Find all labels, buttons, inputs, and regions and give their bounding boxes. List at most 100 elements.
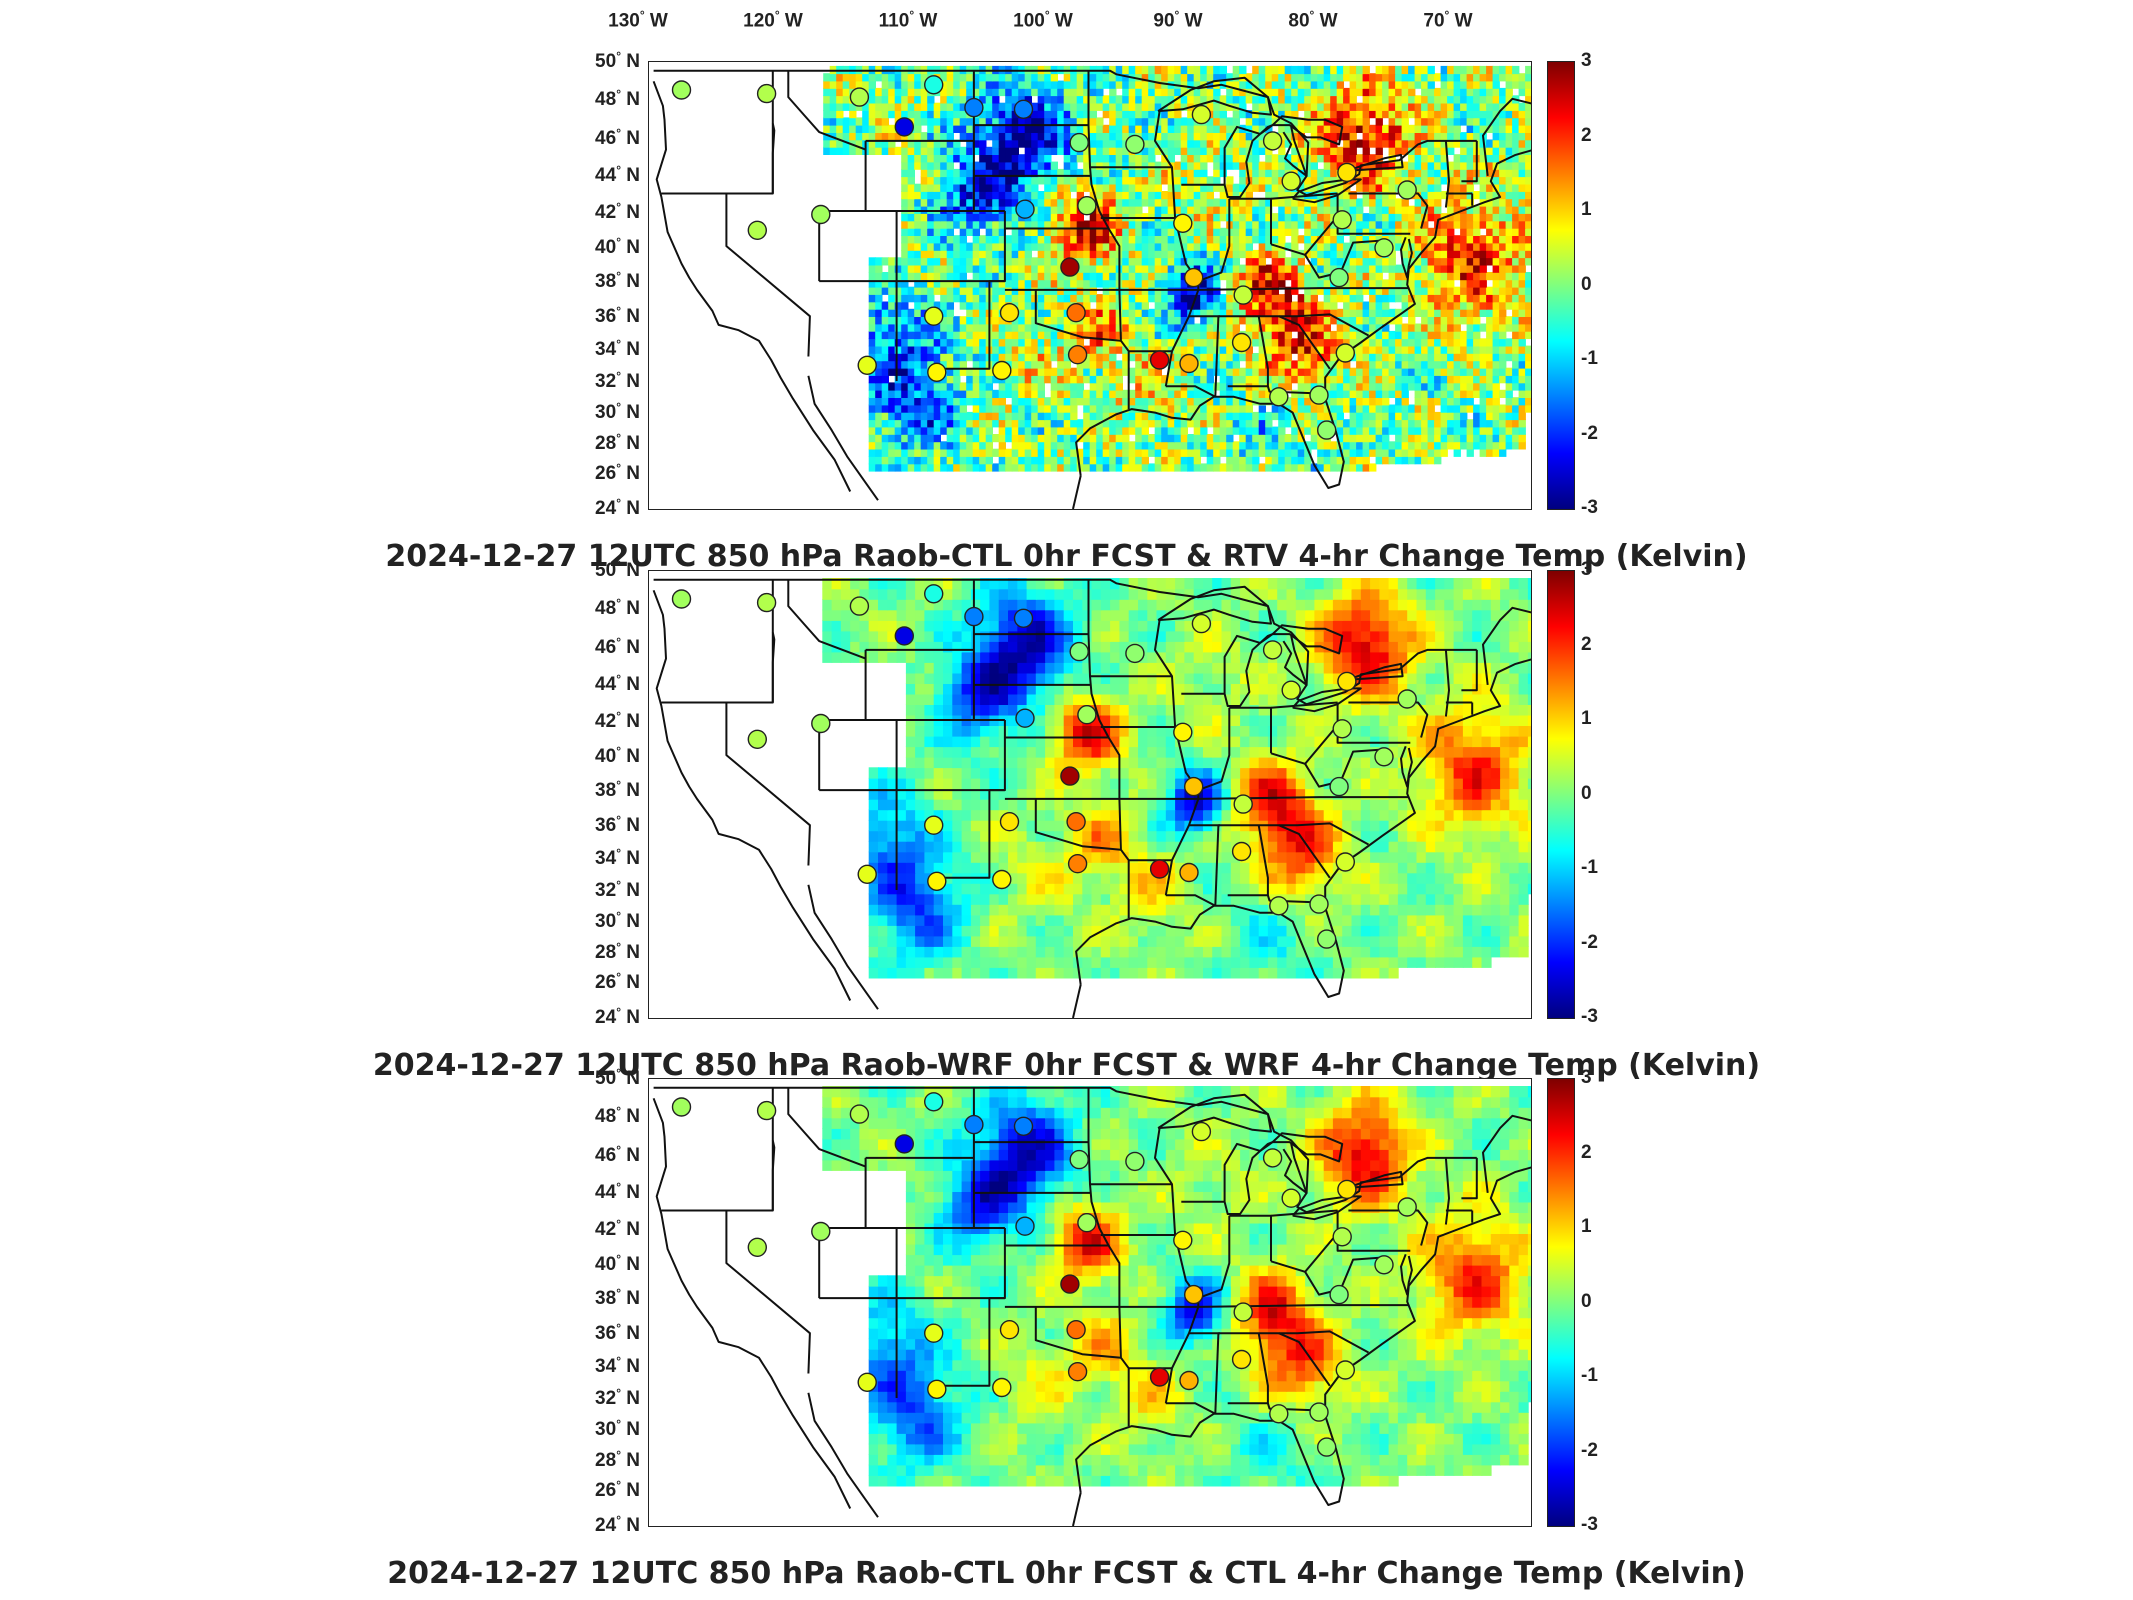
raob-station-marker <box>999 1319 1020 1340</box>
latitude-tick-label: 36° N <box>595 1320 640 1344</box>
latitude-tick-label: 24° N <box>595 495 640 520</box>
raob-station-marker <box>1281 1188 1301 1208</box>
colorbar-tick-label: -2 <box>1581 1439 1598 1461</box>
latitude-tick-label: 42° N <box>595 708 640 732</box>
colorbar <box>1547 61 1575 510</box>
raob-station-marker <box>1329 776 1349 797</box>
raob-station-marker <box>1335 852 1355 872</box>
temperature-change-field <box>822 1086 1531 1487</box>
raob-station-marker <box>1077 1212 1097 1233</box>
latitude-tick-label: 48° N <box>595 595 640 620</box>
latitude-tick-label: 34° N <box>595 846 640 870</box>
raob-station-marker <box>927 1379 947 1399</box>
raob-station-marker <box>1013 1116 1034 1136</box>
map-panel <box>648 570 1532 1019</box>
raob-station-marker <box>1374 747 1394 767</box>
raob-station-marker <box>756 592 777 613</box>
state-and-coast-boundaries <box>652 1086 1531 1526</box>
raob-station-marker <box>1337 1179 1357 1200</box>
raob-station-marker <box>1069 132 1089 153</box>
raob-station-marker <box>1335 343 1355 363</box>
colorbar-tick-label: -2 <box>1581 931 1598 953</box>
longitude-tick-label: 80° W <box>1288 8 1338 32</box>
raob-station-marker <box>811 713 831 734</box>
latitude-tick-label: 24° N <box>595 1512 640 1537</box>
raob-station-marker <box>1233 794 1253 814</box>
latitude-tick-label: 40° N <box>595 1251 640 1276</box>
raob-station-marker <box>1262 1148 1283 1168</box>
latitude-tick-label: 42° N <box>595 199 640 223</box>
raob-station-marker <box>1269 387 1289 407</box>
colorbar-tick-label: 1 <box>1581 199 1592 220</box>
latitude-tick-label: 46° N <box>595 1142 640 1167</box>
raob-station-marker <box>924 1323 944 1343</box>
latitude-tick-label: 36° N <box>595 303 640 327</box>
raob-station-marker <box>1069 1149 1089 1170</box>
latitude-tick-label: 38° N <box>595 269 640 293</box>
raob-station-marker <box>1077 704 1097 725</box>
raob-station-marker <box>1233 1302 1253 1322</box>
raob-station-marker <box>1309 385 1329 405</box>
latitude-tick-label: 44° N <box>595 672 640 696</box>
raob-station-marker <box>1125 1151 1145 1172</box>
latitude-tick-label: 28° N <box>595 940 640 964</box>
temperature-field-map <box>652 578 1531 1018</box>
longitude-tick-label: 120° W <box>743 8 803 32</box>
latitude-tick-label: 34° N <box>595 1354 640 1378</box>
raob-station-marker <box>1179 353 1199 374</box>
panel-title: 2024-12-27 12UTC 850 hPa Raob-WRF 0hr FC… <box>372 1048 1761 1083</box>
raob-station-marker <box>1067 1362 1088 1382</box>
raob-station-marker <box>849 87 870 107</box>
raob-station-marker <box>1191 613 1212 634</box>
raob-station-marker <box>1231 841 1252 862</box>
raob-station-marker <box>1184 267 1204 288</box>
temperature-field-map <box>652 1086 1531 1526</box>
latitude-tick-label: 34° N <box>595 337 640 361</box>
raob-station-marker <box>747 1237 768 1258</box>
raob-station-marker <box>964 1114 984 1135</box>
raob-station-marker <box>1374 1255 1394 1275</box>
raob-station-marker <box>1329 1284 1349 1305</box>
raob-station-marker <box>1066 1319 1086 1340</box>
raob-station-marker <box>1184 1284 1204 1305</box>
raob-station-marker <box>1281 171 1301 191</box>
raob-station-marker <box>1397 689 1417 709</box>
raob-station-marker <box>1233 285 1253 305</box>
raob-station-marker <box>924 584 944 604</box>
raob-station-marker <box>992 1377 1012 1398</box>
raob-station-marker <box>1269 1404 1289 1424</box>
raob-station-marker <box>1173 1230 1193 1251</box>
latitude-tick-label: 44° N <box>595 1180 640 1204</box>
latitude-tick-label: 24° N <box>595 1004 640 1029</box>
raob-station-marker <box>671 589 692 609</box>
raob-station-marker <box>1067 345 1088 365</box>
latitude-tick-label: 32° N <box>595 1386 640 1410</box>
raob-station-marker <box>1060 766 1080 786</box>
raob-station-marker <box>1332 1227 1352 1247</box>
raob-station-marker <box>1317 929 1337 949</box>
raob-station-marker <box>964 606 984 627</box>
raob-station-marker <box>999 302 1020 323</box>
raob-station-marker <box>849 1104 870 1124</box>
raob-station-marker <box>1397 180 1417 200</box>
raob-stations <box>671 1092 1417 1457</box>
raob-station-marker <box>894 1134 915 1154</box>
raob-station-marker <box>924 815 944 835</box>
raob-station-marker <box>1173 213 1193 234</box>
latitude-tick-label: 50° N <box>595 1065 640 1090</box>
colorbar-tick-label: 0 <box>1581 273 1592 295</box>
colorbar-tick-label: 3 <box>1581 559 1592 580</box>
raob-station-marker <box>1191 104 1212 125</box>
raob-station-marker <box>1309 894 1329 914</box>
colorbar-tick-label: 1 <box>1581 708 1592 729</box>
raob-station-marker <box>1269 896 1289 916</box>
longitude-tick-label: 100° W <box>1013 8 1073 32</box>
colorbar-tick-label: -2 <box>1581 422 1598 444</box>
raob-station-marker <box>1262 640 1283 660</box>
raob-station-marker <box>1332 719 1352 739</box>
colorbar-tick-label: 3 <box>1581 50 1592 71</box>
latitude-tick-label: 32° N <box>595 878 640 902</box>
latitude-tick-label: 48° N <box>595 1103 640 1128</box>
raob-station-marker <box>894 626 915 646</box>
raob-station-marker <box>671 80 692 100</box>
